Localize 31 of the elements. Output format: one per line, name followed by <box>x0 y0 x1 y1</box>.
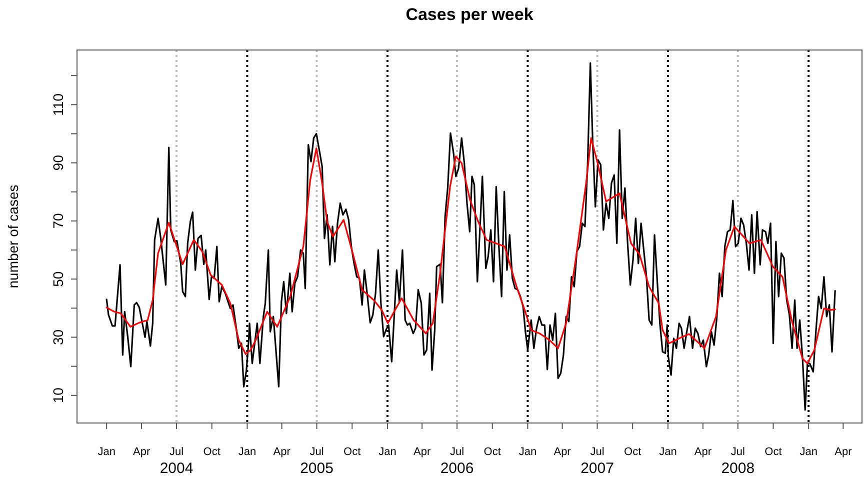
chart-title: Cases per week <box>406 5 534 24</box>
x-tick-label: Apr <box>694 446 712 458</box>
x-tick-label: Jul 2005 <box>300 446 334 477</box>
x-tick-label: Apr <box>554 446 572 458</box>
x-tick-label: Oct <box>484 446 501 458</box>
y-tick-label: 110 <box>50 93 66 116</box>
x-tick-label: Apr <box>132 446 150 458</box>
x-tick-label: Oct <box>624 446 642 458</box>
x-tick-label: Jan <box>659 446 677 458</box>
x-tick-label: Apr <box>413 446 431 458</box>
x-tick-label: Jan <box>518 446 537 458</box>
x-tick-label: Jul 2008 <box>721 446 755 477</box>
x-tick-label: Jan <box>378 446 396 458</box>
line-series <box>106 137 836 364</box>
x-tick-label: Jul 2006 <box>440 446 474 477</box>
x-tick-label: Apr <box>273 446 291 458</box>
x-tick-label: Oct <box>344 446 361 458</box>
y-tick-label: 30 <box>50 329 66 346</box>
x-tick-label: Jan <box>98 446 116 458</box>
y-tick-label: 10 <box>50 387 66 404</box>
y-tick-label: 70 <box>50 212 66 229</box>
x-tick-label: Jul 2004 <box>160 446 194 477</box>
y-tick-label: 90 <box>50 154 66 171</box>
y-axis-title: number of cases <box>5 184 21 288</box>
x-tick-label: Jan <box>238 446 256 458</box>
x-tick-label: Oct <box>203 446 220 458</box>
x-tick-label: Apr <box>834 446 852 458</box>
x-tick-label: Jul 2007 <box>580 446 614 477</box>
y-tick-label: 50 <box>50 271 66 287</box>
x-tick-label: Oct <box>764 446 782 458</box>
x-tick-label: Jan <box>800 446 818 458</box>
